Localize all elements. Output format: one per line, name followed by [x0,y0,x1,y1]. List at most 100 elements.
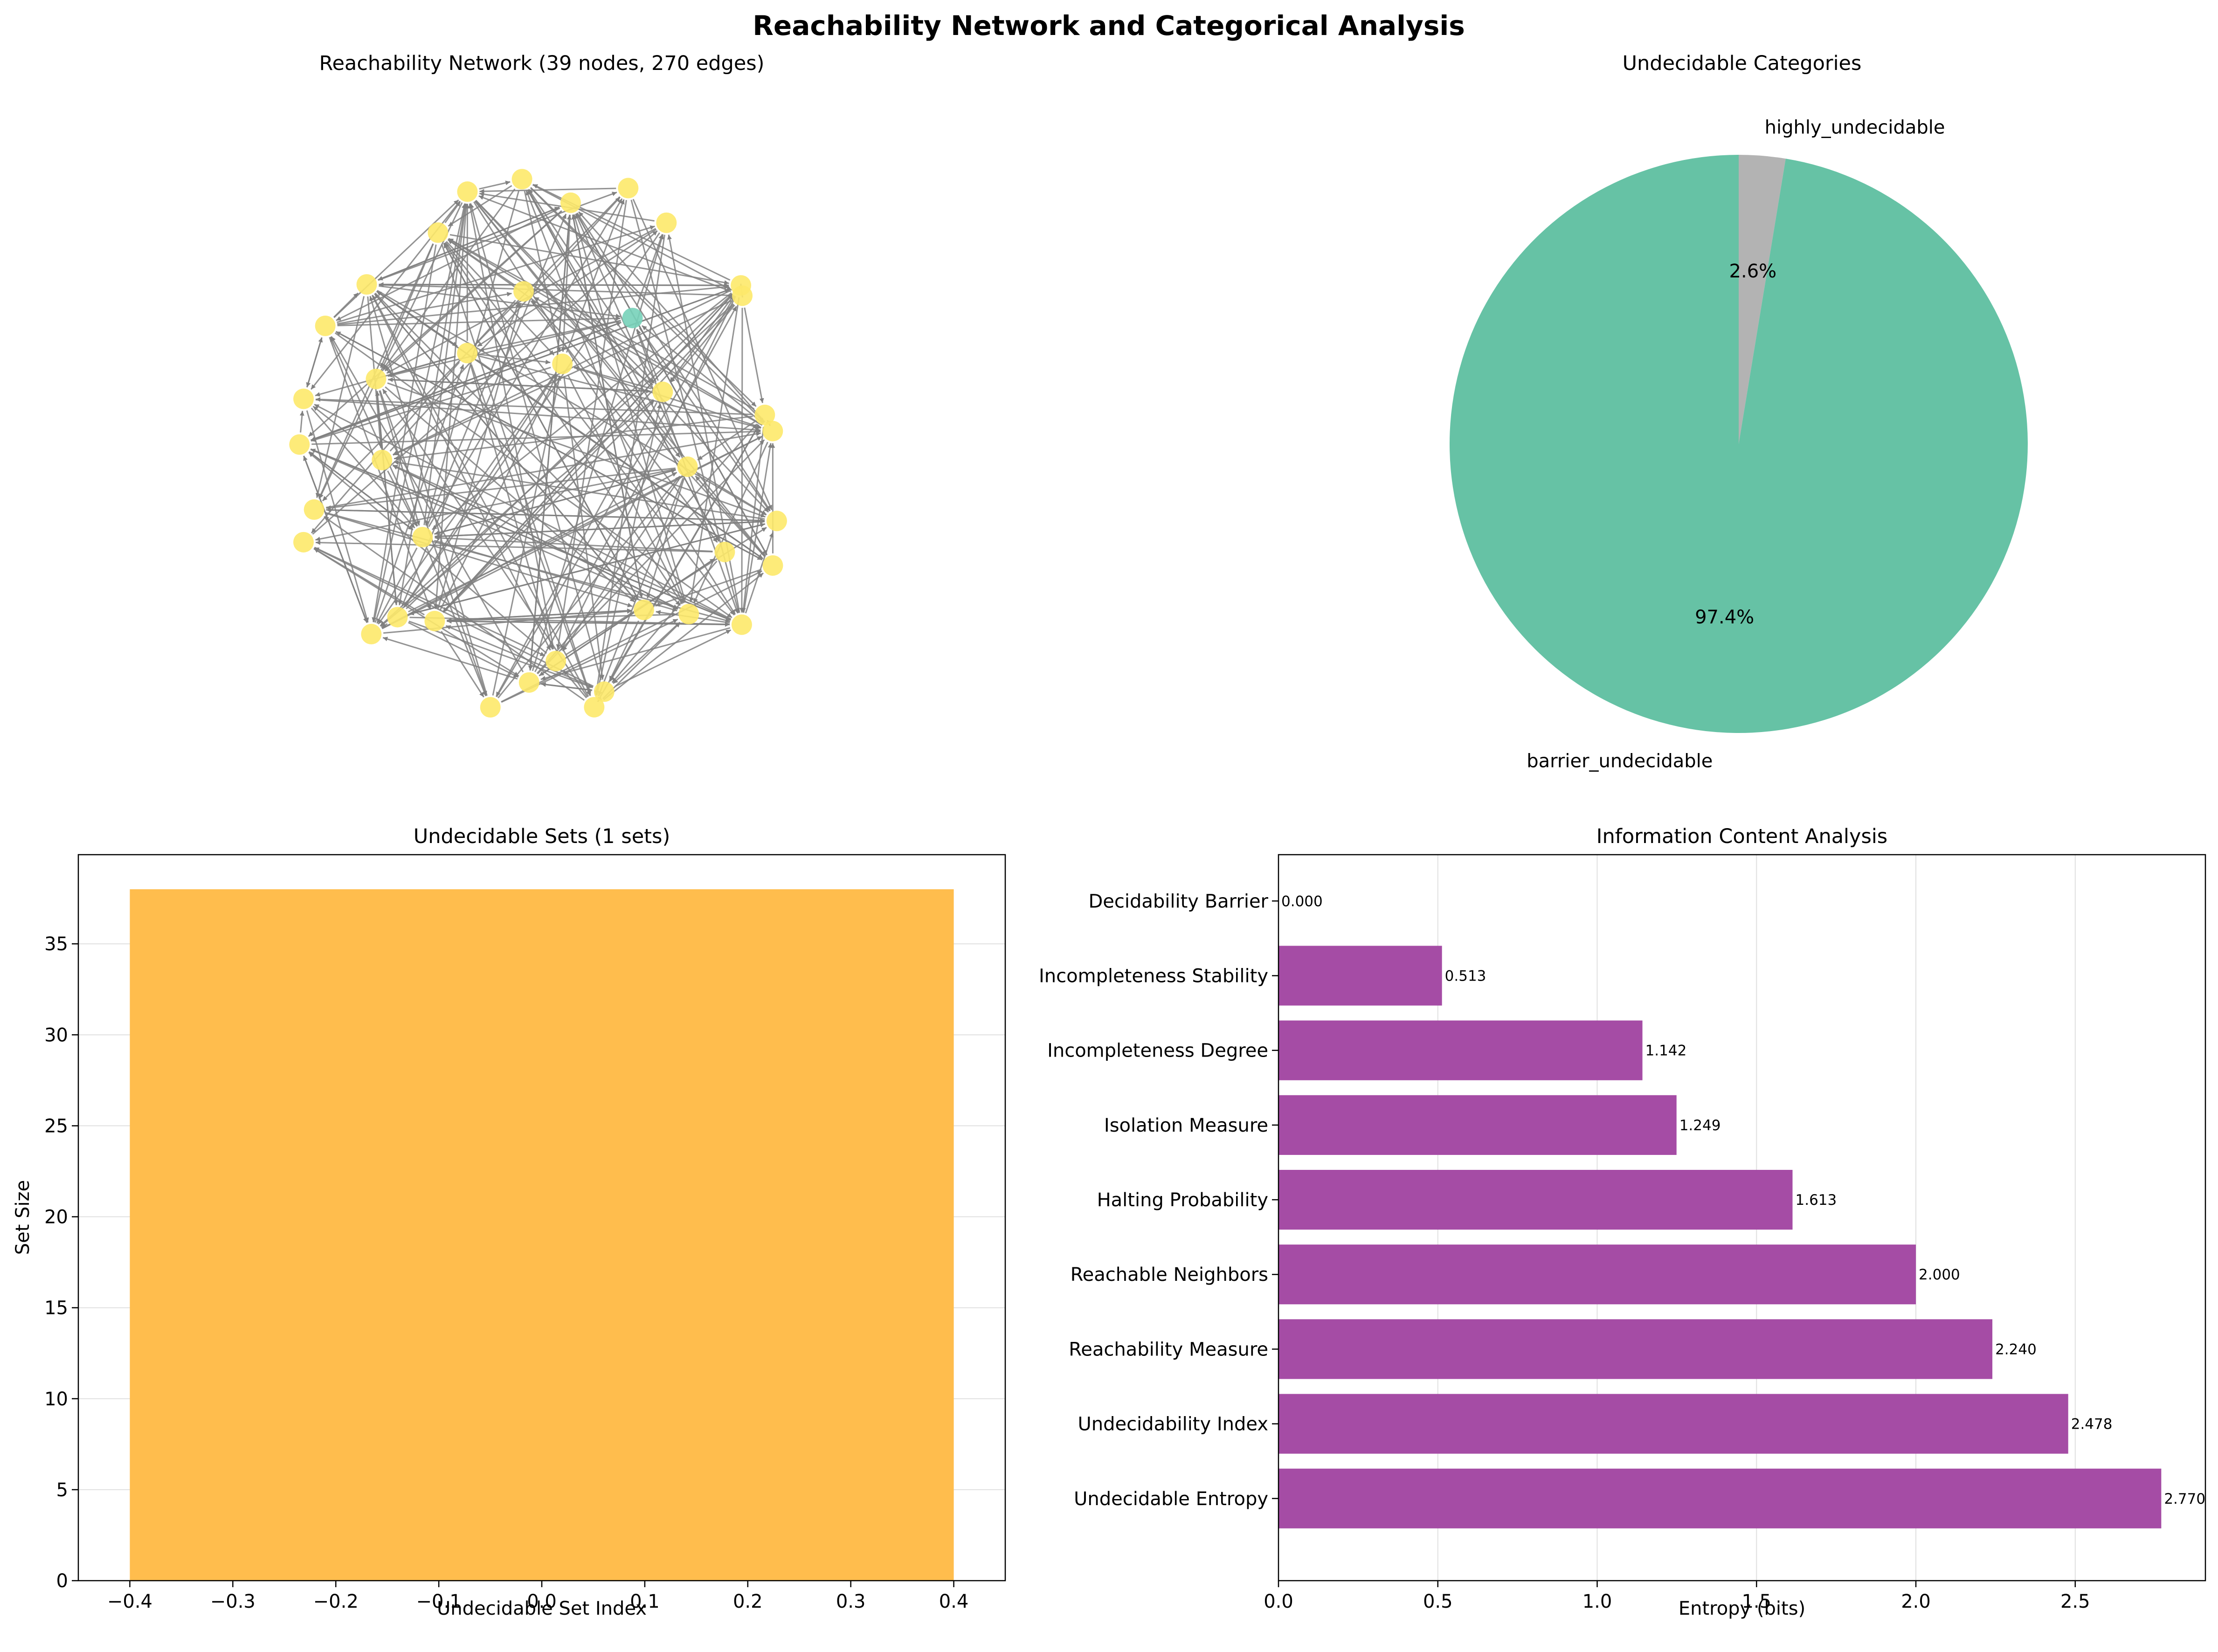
network-node [457,181,478,202]
network-edge [387,320,621,378]
network-edge [608,620,639,681]
network-edge [382,388,588,698]
network-edge [741,427,764,613]
network-edge [655,568,762,607]
network-edge [325,512,633,608]
network-node [560,192,581,213]
entropy-xtick-label: 0.0 [1264,1591,1293,1612]
network-node [731,614,752,635]
network-edge [441,244,591,696]
network-edge [313,548,519,677]
network-edge [379,390,421,526]
sets-xlabel: Undecidable Set Index [437,1598,647,1619]
entropy-bar [1278,1468,2162,1528]
entropy-bar [1278,1169,1793,1230]
network-edge [475,200,769,513]
sets-xtick-label: −0.1 [416,1591,462,1612]
network-edge [540,627,731,681]
entropy-category-label: Isolation Measure [1104,1115,1268,1136]
pie-title: Undecidable Categories [1623,52,1862,75]
network-node [511,169,532,190]
entropy-bar [1278,1095,1677,1155]
entropy-bar [1278,1394,2068,1454]
sets-bars [130,889,954,1581]
pie-panel: Undecidable Categories barrier_undecidab… [1450,52,2028,772]
network-edge [409,523,766,615]
network-edge [313,547,425,615]
network-edge [306,410,369,623]
sets-title: Undecidable Sets (1 sets) [414,825,670,848]
network-edge [383,609,632,634]
network-edge [303,456,368,623]
sets-xtick-label: −0.2 [313,1591,359,1612]
entropy-xtick-label: 2.0 [1901,1591,1931,1612]
network-edge [613,622,681,684]
entropy-category-label: Reachable Neighbors [1071,1264,1268,1286]
network-edge [446,241,555,356]
network-edge [575,213,684,456]
network-node [304,499,325,520]
sets-bar [130,889,954,1581]
sets-ytick-label: 15 [44,1298,68,1319]
entropy-panel: Information Content Analysis 2.7702.4782… [1039,825,2206,1619]
network-edge [563,375,605,680]
network-edge [478,355,761,429]
network-edge [381,623,388,629]
network-edge [447,239,654,386]
network-edge [571,214,643,598]
sets-xtick-label: 0.3 [836,1591,866,1612]
sets-ytick-label: 5 [56,1479,68,1501]
network-node [366,368,387,389]
network-edge [374,364,464,623]
network-edge [426,548,487,697]
network-node [387,607,408,628]
network-edge [745,532,774,614]
network-edge [431,292,732,531]
pie-label: highly_undecidable [1765,117,1945,138]
network-node [293,532,314,553]
entropy-bar [1278,946,1442,1006]
network-edge [563,670,587,698]
network-edge [306,337,323,387]
network-node [618,178,639,199]
entropy-bar [1278,1319,1993,1379]
network-edge [382,636,518,680]
entropy-value-label: 2.000 [1919,1266,1960,1283]
figure-title: Reachability Network and Categorical Ana… [753,10,1465,41]
pie-slice-barrier-undecidable [1450,155,2028,733]
entropy-ticks: 0.0 0.5 1.0 1.5 2.0 2.5 Undecidable Entropy Und… [1039,891,2090,1612]
sets-xtick-label: −0.4 [107,1591,152,1612]
sets-ytick-label: 20 [44,1207,68,1228]
network-nodes [289,169,787,718]
entropy-value-label: 1.613 [1796,1192,1837,1209]
network-edge [406,293,733,609]
entropy-xtick-label: 1.5 [1741,1591,1771,1612]
network-edge [560,214,571,352]
network-edge [576,213,768,555]
entropy-category-label: Undecidable Entropy [1074,1488,1268,1510]
network-panel: Reachability Network (39 nodes, 270 edge… [289,52,787,718]
network-node [412,526,433,547]
network-node [584,697,605,718]
network-edge [641,325,764,424]
sets-xtick-label: 0.1 [630,1591,660,1612]
pie-chart: barrier_undecidable 97.4% highly_undecidab… [1450,117,2028,772]
network-edge [447,620,730,627]
network-node-highly-undecidable [622,308,643,329]
network-edge [525,190,685,603]
network-edge [697,421,755,461]
pie-label: barrier_undecidable [1527,751,1713,772]
network-edge [441,630,484,698]
sets-ytick-label: 25 [44,1115,68,1137]
network-edge [384,210,562,372]
sets-ytick-label: 35 [44,933,68,955]
network-node [315,315,336,336]
network-node [678,604,699,625]
network-node [457,343,478,364]
network-edge [312,230,658,535]
network-edge [442,294,733,613]
network-edge [594,235,665,696]
network-edge [329,337,431,610]
network-edge [382,188,516,370]
